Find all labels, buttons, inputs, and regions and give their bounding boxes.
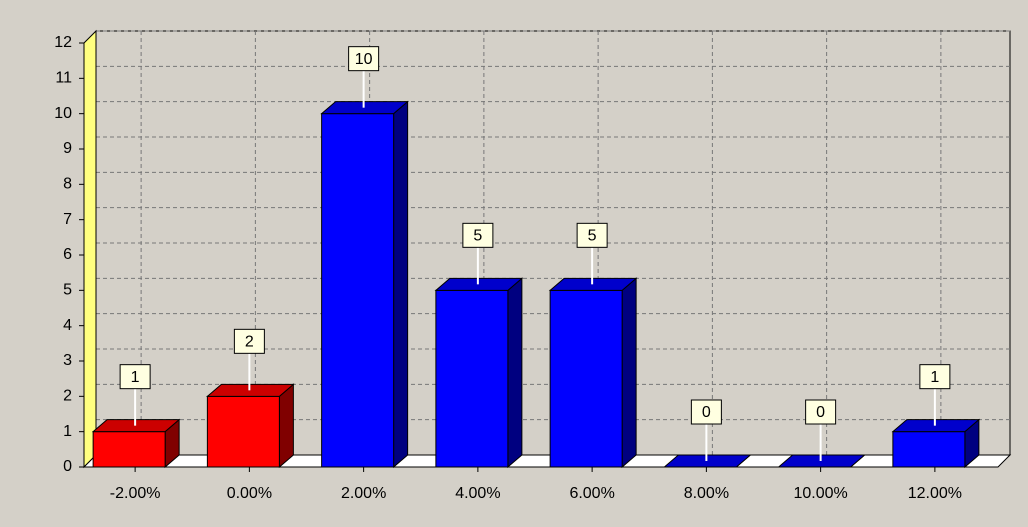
x-tick-label: 12.00% (908, 485, 962, 502)
y-tick-label: 11 (55, 70, 72, 87)
y-tick-label: 8 (63, 176, 72, 193)
data-label-box (576, 222, 608, 248)
data-label: 2 (245, 334, 254, 351)
x-tick-label: 2.00% (341, 485, 386, 502)
data-label-box (690, 399, 722, 425)
data-label: 0 (816, 404, 825, 421)
data-label-box (119, 364, 151, 390)
x-tick-label: -2.00% (110, 485, 161, 502)
bar-side (393, 100, 409, 469)
left-wall (83, 29, 97, 469)
data-label: 1 (930, 369, 939, 386)
x-tick-label: 8.00% (684, 485, 729, 502)
data-label: 1 (131, 369, 140, 386)
data-label: 10 (355, 51, 373, 68)
y-tick-label: 10 (54, 105, 72, 122)
bar (549, 289, 623, 468)
y-tick-label: 4 (63, 317, 72, 334)
bar (892, 431, 966, 468)
y-tick-label: 9 (63, 140, 72, 157)
data-label-box (462, 222, 494, 248)
bar (321, 113, 395, 468)
x-tick-label: 10.00% (793, 485, 847, 502)
bar-side (621, 277, 637, 469)
data-label: 5 (588, 228, 597, 245)
x-tick-label: 0.00% (227, 485, 272, 502)
y-tick-label: 6 (63, 246, 72, 263)
bar-side (507, 277, 523, 469)
bar (92, 431, 166, 468)
y-tick-label: 2 (63, 388, 72, 405)
data-label-box (805, 399, 837, 425)
bar (206, 395, 280, 468)
y-tick-label: 7 (63, 211, 72, 228)
bar (435, 289, 509, 468)
data-label-box (233, 328, 265, 354)
data-label-box (348, 46, 380, 72)
data-label: 0 (702, 404, 711, 421)
bar-side (278, 383, 294, 469)
y-tick-label: 12 (54, 34, 72, 51)
y-tick-label: 1 (63, 423, 72, 440)
data-label: 5 (473, 228, 482, 245)
y-tick-label: 5 (63, 282, 72, 299)
x-tick-label: 6.00% (569, 485, 614, 502)
y-tick-label: 0 (63, 458, 72, 475)
y-tick-label: 3 (63, 352, 72, 369)
data-label-box (919, 364, 951, 390)
x-tick-label: 4.00% (455, 485, 500, 502)
